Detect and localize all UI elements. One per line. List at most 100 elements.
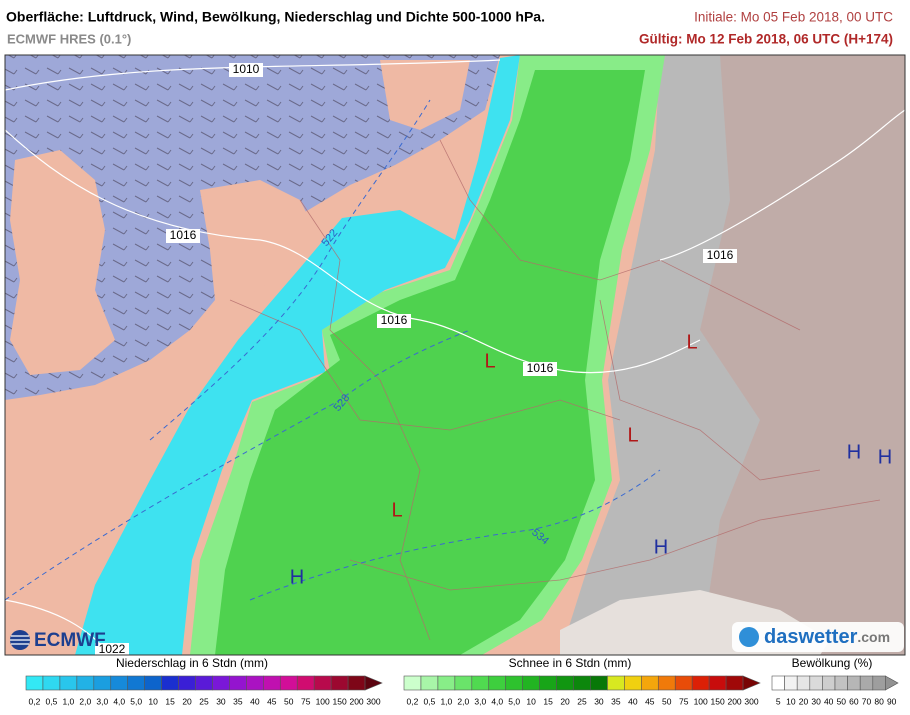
legend-tick-label: 60 bbox=[849, 696, 859, 706]
color-swatch bbox=[93, 675, 112, 691]
color-swatch bbox=[42, 675, 61, 691]
land-dk bbox=[380, 60, 470, 130]
low-center: L bbox=[391, 499, 402, 521]
legend-tick-label: 150 bbox=[711, 696, 725, 706]
legend-tick-label: 75 bbox=[679, 696, 689, 706]
legend-tick-label: 200 bbox=[349, 696, 363, 706]
legend-title: Bewölkung (%) bbox=[792, 656, 873, 670]
color-swatch bbox=[296, 675, 315, 691]
legend-tick-label: 10 bbox=[148, 696, 158, 706]
legend-tick-label: 50 bbox=[837, 696, 847, 706]
legend-tick-label: 15 bbox=[165, 696, 175, 706]
color-swatch bbox=[859, 675, 874, 691]
valid-time: Gültig: Mo 12 Feb 2018, 06 UTC (H+174) bbox=[639, 32, 893, 47]
label-box bbox=[523, 362, 557, 376]
color-swatch bbox=[657, 675, 676, 691]
color-swatch bbox=[488, 675, 507, 691]
thickness-line bbox=[5, 329, 471, 601]
color-swatch bbox=[127, 675, 145, 691]
color-swatch bbox=[872, 675, 886, 691]
color-swatch bbox=[771, 675, 785, 691]
color-swatch bbox=[641, 675, 659, 691]
high-center: H bbox=[290, 566, 304, 588]
title: Oberfläche: Luftdruck, Wind, Bewölkung, … bbox=[6, 9, 545, 25]
color-swatch bbox=[607, 675, 625, 691]
color-swatch bbox=[556, 675, 574, 691]
thickness-lines bbox=[5, 99, 661, 601]
label-box bbox=[166, 229, 200, 243]
legend-tick-label: 0,5 bbox=[46, 696, 58, 706]
color-swatch bbox=[59, 675, 78, 691]
color-swatch bbox=[796, 675, 811, 691]
color-swatch bbox=[834, 675, 848, 691]
color-swatch bbox=[784, 675, 798, 691]
color-swatch bbox=[263, 675, 281, 691]
rain-area bbox=[75, 55, 520, 655]
label-box bbox=[229, 63, 263, 77]
color-swatch bbox=[25, 675, 44, 691]
isobar bbox=[659, 109, 905, 261]
legend-arrow bbox=[364, 675, 383, 691]
daswetter-icon bbox=[739, 627, 759, 647]
legend-arrow bbox=[885, 675, 899, 691]
legend-tick-label: 50 bbox=[284, 696, 294, 706]
init-time: Initiale: Mo 05 Feb 2018, 00 UTC bbox=[694, 10, 893, 25]
legend-tick-label: 30 bbox=[216, 696, 226, 706]
color-swatch bbox=[573, 675, 591, 691]
legend-tick-label: 90 bbox=[887, 696, 897, 706]
legend-title: Schnee in 6 Stdn (mm) bbox=[509, 656, 632, 670]
legend-tick-label: 300 bbox=[744, 696, 758, 706]
legend-tick-label: 20 bbox=[799, 696, 809, 706]
ecmwf-icon-lines bbox=[10, 635, 30, 645]
legend-tick-label: 25 bbox=[577, 696, 587, 706]
isobar-label: 1016 bbox=[707, 248, 734, 262]
low-center: L bbox=[484, 350, 495, 372]
isobar-label: 1016 bbox=[170, 228, 197, 242]
daswetter-logo: daswetter.com bbox=[764, 626, 890, 648]
thickness-line bbox=[149, 99, 431, 441]
legend-tick-label: 35 bbox=[611, 696, 621, 706]
border bbox=[299, 199, 431, 641]
legend-tick-label: 40 bbox=[250, 696, 260, 706]
legend-tick-label: 2,0 bbox=[79, 696, 91, 706]
daswetter-name: daswetter bbox=[764, 626, 858, 648]
label-box bbox=[703, 249, 737, 263]
color-swatch bbox=[110, 675, 129, 691]
color-swatch bbox=[725, 675, 744, 691]
legend-tick-label: 5,0 bbox=[130, 696, 142, 706]
legend-tick-label: 30 bbox=[594, 696, 604, 706]
color-swatch bbox=[691, 675, 710, 691]
legend-tick-label: 50 bbox=[662, 696, 672, 706]
legend-tick-label: 2,0 bbox=[457, 696, 469, 706]
color-swatch bbox=[347, 675, 366, 691]
legend-tick-label: 5 bbox=[776, 696, 781, 706]
color-swatch bbox=[212, 675, 230, 691]
legend-tick-label: 0,2 bbox=[407, 696, 419, 706]
low-center: L bbox=[627, 424, 638, 446]
legend-tick-label: 200 bbox=[727, 696, 741, 706]
daswetter-domain: .com bbox=[857, 629, 890, 645]
high-center: H bbox=[654, 536, 668, 558]
legend-tick-label: 150 bbox=[333, 696, 347, 706]
color-swatch bbox=[76, 675, 95, 691]
color-swatch bbox=[624, 675, 642, 691]
color-swatch bbox=[847, 675, 861, 691]
color-swatch bbox=[708, 675, 727, 691]
label-box bbox=[95, 643, 129, 655]
isobar bbox=[5, 129, 701, 374]
isobar-label: 1016 bbox=[381, 313, 408, 327]
legend-arrow bbox=[742, 675, 761, 691]
color-swatch bbox=[313, 675, 332, 691]
legend-tick-label: 15 bbox=[543, 696, 553, 706]
legend-tick-label: 1,0 bbox=[62, 696, 74, 706]
color-swatch bbox=[454, 675, 473, 691]
legend-tick-label: 25 bbox=[199, 696, 209, 706]
color-swatch bbox=[330, 675, 349, 691]
legend-tick-label: 1,0 bbox=[440, 696, 452, 706]
legend-tick-label: 40 bbox=[628, 696, 638, 706]
legend-tick-label: 45 bbox=[645, 696, 655, 706]
color-swatch bbox=[471, 675, 490, 691]
color-swatch bbox=[144, 675, 162, 691]
